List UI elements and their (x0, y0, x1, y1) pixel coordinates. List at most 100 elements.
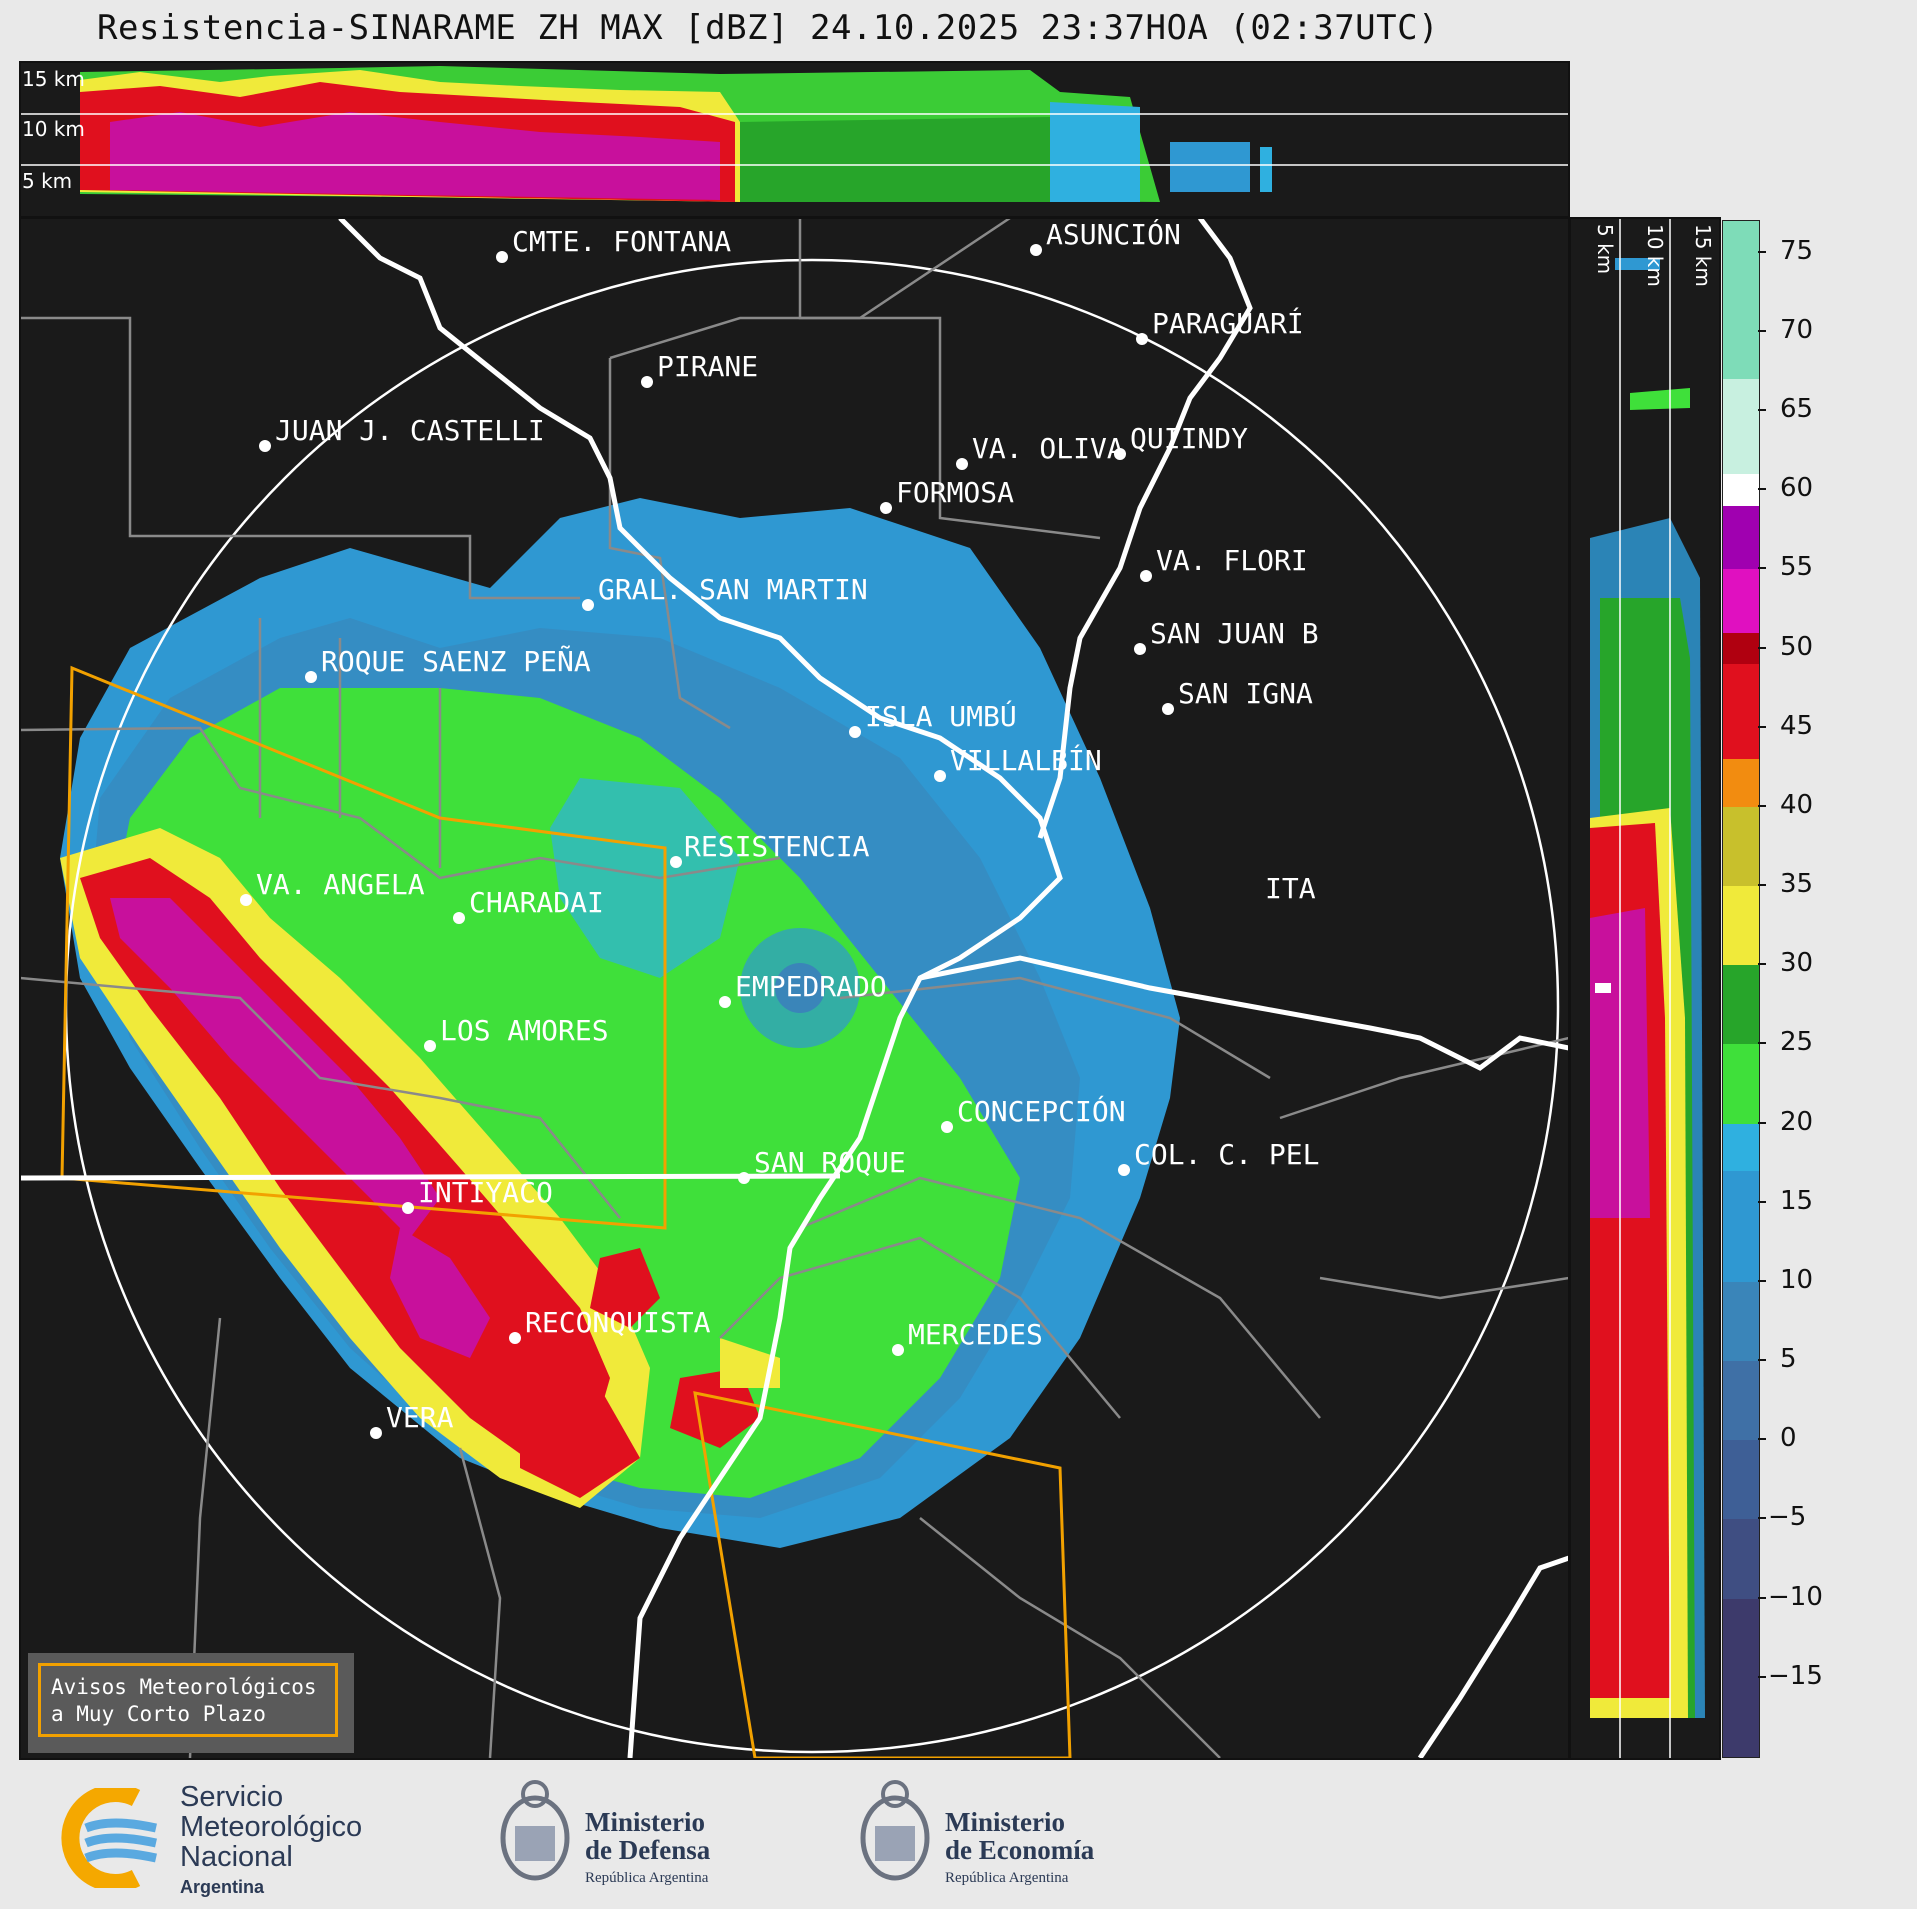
smn-logo-text: Servicio Meteorológico Nacional Argentin… (180, 1782, 362, 1902)
colorbar-tick-label: 15 (1780, 1185, 1814, 1216)
city-roque-saenz-pena: ROQUE SAENZ PEÑA (321, 644, 591, 678)
colorbar-segment (1723, 1281, 1759, 1362)
colorbar-segment (1723, 221, 1759, 380)
colorbar-tick-label: 65 (1780, 394, 1814, 425)
colorbar-tick-mark (1758, 963, 1766, 966)
colorbar-tick-label: 50 (1780, 631, 1814, 662)
side-cross-section-panel: 5 km 10 km 15 km (1570, 218, 1719, 1758)
defensa-logo-text: Ministerio de Defensa República Argentin… (585, 1808, 710, 1892)
colorbar-tick-mark (1758, 1200, 1766, 1203)
side-cross-section-plot: 5 km 10 km 15 km (1590, 218, 1715, 1758)
city-villalbin: VILLALBÍN (950, 743, 1102, 777)
map-title: Resistencia-SINARAME ZH MAX [dBZ] 24.10.… (97, 8, 1440, 48)
colorbar-segment (1723, 1123, 1759, 1172)
defensa-shield-icon (500, 1780, 570, 1881)
city-ita: ITA (1265, 872, 1316, 905)
city-san-roque: SAN ROQUE (754, 1146, 906, 1179)
colorbar-segment (1723, 1361, 1759, 1441)
city-cmte-fontana: CMTE. FONTANA (512, 225, 731, 258)
city-quiindy: QUIINDY (1130, 422, 1248, 455)
colorbar-tick-mark (1758, 567, 1766, 570)
side-label-5km: 5 km (1593, 224, 1617, 274)
defensa-line-3: República Argentina (585, 1870, 709, 1886)
city-gral-san-martin: GRAL. SAN MARTIN (598, 573, 868, 606)
city-va-florida: VA. FLORI (1156, 544, 1308, 577)
city-paraguari: PARAGUARÍ (1152, 306, 1304, 340)
city-charadai: CHARADAI (469, 886, 604, 919)
colorbar-tick-label: 60 (1780, 473, 1814, 504)
smn-line-4: Argentina (180, 1877, 265, 1897)
city-san-juan-bautista: SAN JUAN B (1150, 617, 1319, 650)
colorbar-segment (1723, 1171, 1759, 1282)
dbz-colorbar (1722, 220, 1760, 1758)
colorbar-segment (1723, 474, 1759, 507)
colorbar-segment (1723, 569, 1759, 633)
colorbar-tick-mark (1758, 1438, 1766, 1441)
city-los-amores: LOS AMORES (440, 1014, 609, 1047)
colorbar-tick-mark (1758, 646, 1766, 649)
colorbar-tick-label: 5 (1780, 1344, 1797, 1375)
colorbar-tick-label: 70 (1780, 314, 1814, 345)
colorbar-segment (1723, 664, 1759, 760)
defensa-line-2: de Defensa (585, 1835, 711, 1865)
side-label-10km: 10 km (1643, 224, 1667, 287)
aviso-line-1: Avisos Meteorológicos (51, 1675, 317, 1699)
smn-logo-icon (61, 1788, 157, 1888)
colorbar-segment (1723, 965, 1759, 1045)
rivers (20, 218, 1569, 1758)
colorbar-tick-mark (1758, 1517, 1766, 1520)
economia-logo-text: Ministerio de Economía República Argenti… (945, 1808, 1094, 1892)
colorbar-segment (1723, 1519, 1759, 1599)
colorbar-segment (1723, 1440, 1759, 1520)
colorbar-tick-label: 45 (1780, 710, 1814, 741)
colorbar-tick-mark (1758, 884, 1766, 887)
colorbar-segment (1723, 506, 1759, 570)
colorbar-tick-mark (1758, 1279, 1766, 1282)
colorbar-tick-label: −10 (1768, 1581, 1823, 1612)
colorbar-segment (1723, 632, 1759, 665)
colorbar-tick-label: 40 (1780, 789, 1814, 820)
admin-borders (20, 218, 1569, 1758)
smn-line-3: Nacional (180, 1841, 293, 1873)
colorbar-tick-label: 25 (1780, 1027, 1814, 1058)
colorbar-segment (1723, 1044, 1759, 1124)
city-pirane: PIRANE (657, 350, 758, 383)
economia-line-1: Ministerio (945, 1807, 1065, 1837)
city-vera: VERA (386, 1401, 454, 1434)
colorbar-segment (1723, 886, 1759, 966)
city-san-ignacio: SAN IGNA (1178, 677, 1313, 710)
colorbar-tick-label: 30 (1780, 948, 1814, 979)
colorbar-tick-label: 0 (1780, 1423, 1797, 1454)
colorbar-tick-mark (1758, 1121, 1766, 1124)
city-va-oliva: VA. OLIVA (972, 432, 1124, 465)
colorbar-tick-mark (1758, 250, 1766, 253)
economia-line-2: de Economía (945, 1835, 1095, 1865)
colorbar-segment (1723, 806, 1759, 887)
colorbar-tick-mark (1758, 1596, 1766, 1599)
city-concepcion: CONCEPCIÓN (957, 1094, 1126, 1128)
colorbar-tick-mark (1758, 725, 1766, 728)
city-reconquista: RECONQUISTA (525, 1306, 711, 1339)
city-intiyaco: INTIYACO (418, 1176, 553, 1209)
colorbar-tick-mark (1758, 329, 1766, 332)
colorbar-tick-label: 55 (1780, 552, 1814, 583)
aviso-box[interactable]: Avisos Meteorológicos a Muy Corto Plazo (28, 1653, 354, 1753)
smn-line-2: Meteorológico (180, 1811, 363, 1843)
colorbar-tick-mark (1758, 409, 1766, 412)
radar-map-canvas: CMTE. FONTANA ASUNCIÓN PARAGUARÍ PIRANE … (20, 218, 1569, 1758)
colorbar-tick-mark (1758, 1042, 1766, 1045)
defensa-line-1: Ministerio (585, 1807, 705, 1837)
city-col-c-pellegrini: COL. C. PEL (1134, 1138, 1319, 1171)
colorbar-tick-label: 35 (1780, 869, 1814, 900)
radar-map[interactable]: CMTE. FONTANA ASUNCIÓN PARAGUARÍ PIRANE … (20, 218, 1569, 1758)
city-mercedes: MERCEDES (908, 1318, 1043, 1351)
city-juan-j-castelli: JUAN J. CASTELLI (275, 414, 545, 447)
top-cross-section-plot: 15 km 10 km 5 km (20, 66, 1569, 202)
colorbar-tick-label: 20 (1780, 1106, 1814, 1137)
colorbar-tick-label: 10 (1780, 1264, 1814, 1295)
colorbar-tick-mark (1758, 1675, 1766, 1678)
colorbar-tick-label: 75 (1780, 235, 1814, 266)
city-formosa: FORMOSA (896, 476, 1014, 509)
economia-shield-icon (860, 1780, 930, 1881)
city-isla-umbu: ISLA UMBÚ (865, 699, 1017, 733)
